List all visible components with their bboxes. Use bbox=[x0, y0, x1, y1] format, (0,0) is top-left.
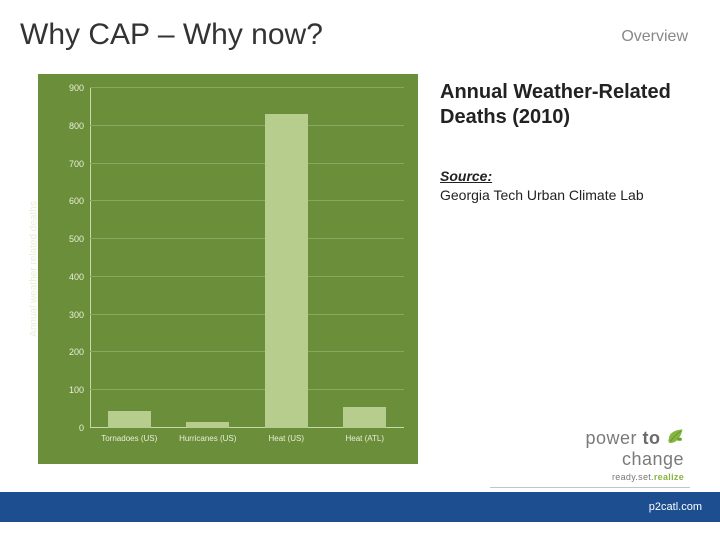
y-tick-label: 200 bbox=[60, 347, 84, 357]
tagline-set: set. bbox=[638, 472, 654, 482]
gridline bbox=[90, 238, 404, 239]
x-tick-label: Tornadoes (US) bbox=[101, 434, 157, 443]
logo-wordmark: power to change bbox=[585, 428, 684, 470]
gridline bbox=[90, 351, 404, 352]
leaf-icon bbox=[666, 428, 684, 446]
section-label: Overview bbox=[621, 28, 688, 46]
tagline-realize: realize bbox=[654, 472, 684, 482]
logo-text-mid: to bbox=[642, 428, 660, 448]
logo-text-prefix: power bbox=[585, 428, 642, 448]
y-axis-label: Annual weather related deaths bbox=[29, 201, 40, 337]
source-text: Georgia Tech Urban Climate Lab bbox=[440, 186, 700, 205]
logo: power to change ready.set.realize bbox=[585, 428, 684, 482]
chart-panel: Annual weather related deaths 0100200300… bbox=[38, 74, 418, 464]
gridline bbox=[90, 314, 404, 315]
plot-area: 0100200300400500600700800900Tornadoes (U… bbox=[90, 88, 404, 428]
bar bbox=[186, 422, 229, 428]
source-block: Source: Georgia Tech Urban Climate Lab bbox=[440, 168, 700, 205]
x-tick-label: Heat (US) bbox=[268, 434, 304, 443]
y-tick-label: 300 bbox=[60, 310, 84, 320]
chart-inner: Annual weather related deaths 0100200300… bbox=[46, 82, 410, 456]
gridline bbox=[90, 200, 404, 201]
right-column: Annual Weather-Related Deaths (2010) Sou… bbox=[440, 80, 700, 205]
source-label: Source: bbox=[440, 168, 700, 184]
y-tick-label: 800 bbox=[60, 121, 84, 131]
logo-text-suffix: change bbox=[622, 449, 684, 469]
gridline bbox=[90, 163, 404, 164]
y-axis-line bbox=[90, 88, 91, 428]
y-tick-label: 100 bbox=[60, 385, 84, 395]
gridline bbox=[90, 125, 404, 126]
bar bbox=[343, 407, 386, 428]
footer-bar: p2catl.com bbox=[0, 492, 720, 522]
y-tick-label: 900 bbox=[60, 83, 84, 93]
y-tick-label: 0 bbox=[60, 423, 84, 433]
gridline bbox=[90, 389, 404, 390]
logo-tagline: ready.set.realize bbox=[585, 472, 684, 482]
y-tick-label: 700 bbox=[60, 159, 84, 169]
footer-url: p2catl.com bbox=[649, 501, 702, 513]
bar bbox=[265, 114, 308, 428]
gridline bbox=[90, 87, 404, 88]
slide-title: Why CAP – Why now? bbox=[20, 18, 323, 52]
x-tick-label: Heat (ATL) bbox=[345, 434, 384, 443]
y-tick-label: 400 bbox=[60, 272, 84, 282]
logo-divider bbox=[490, 487, 690, 488]
bar bbox=[108, 411, 151, 428]
gridline bbox=[90, 276, 404, 277]
chart-title: Annual Weather-Related Deaths (2010) bbox=[440, 80, 700, 130]
y-tick-label: 500 bbox=[60, 234, 84, 244]
tagline-ready: ready. bbox=[612, 472, 638, 482]
x-tick-label: Hurricanes (US) bbox=[179, 434, 236, 443]
y-tick-label: 600 bbox=[60, 196, 84, 206]
